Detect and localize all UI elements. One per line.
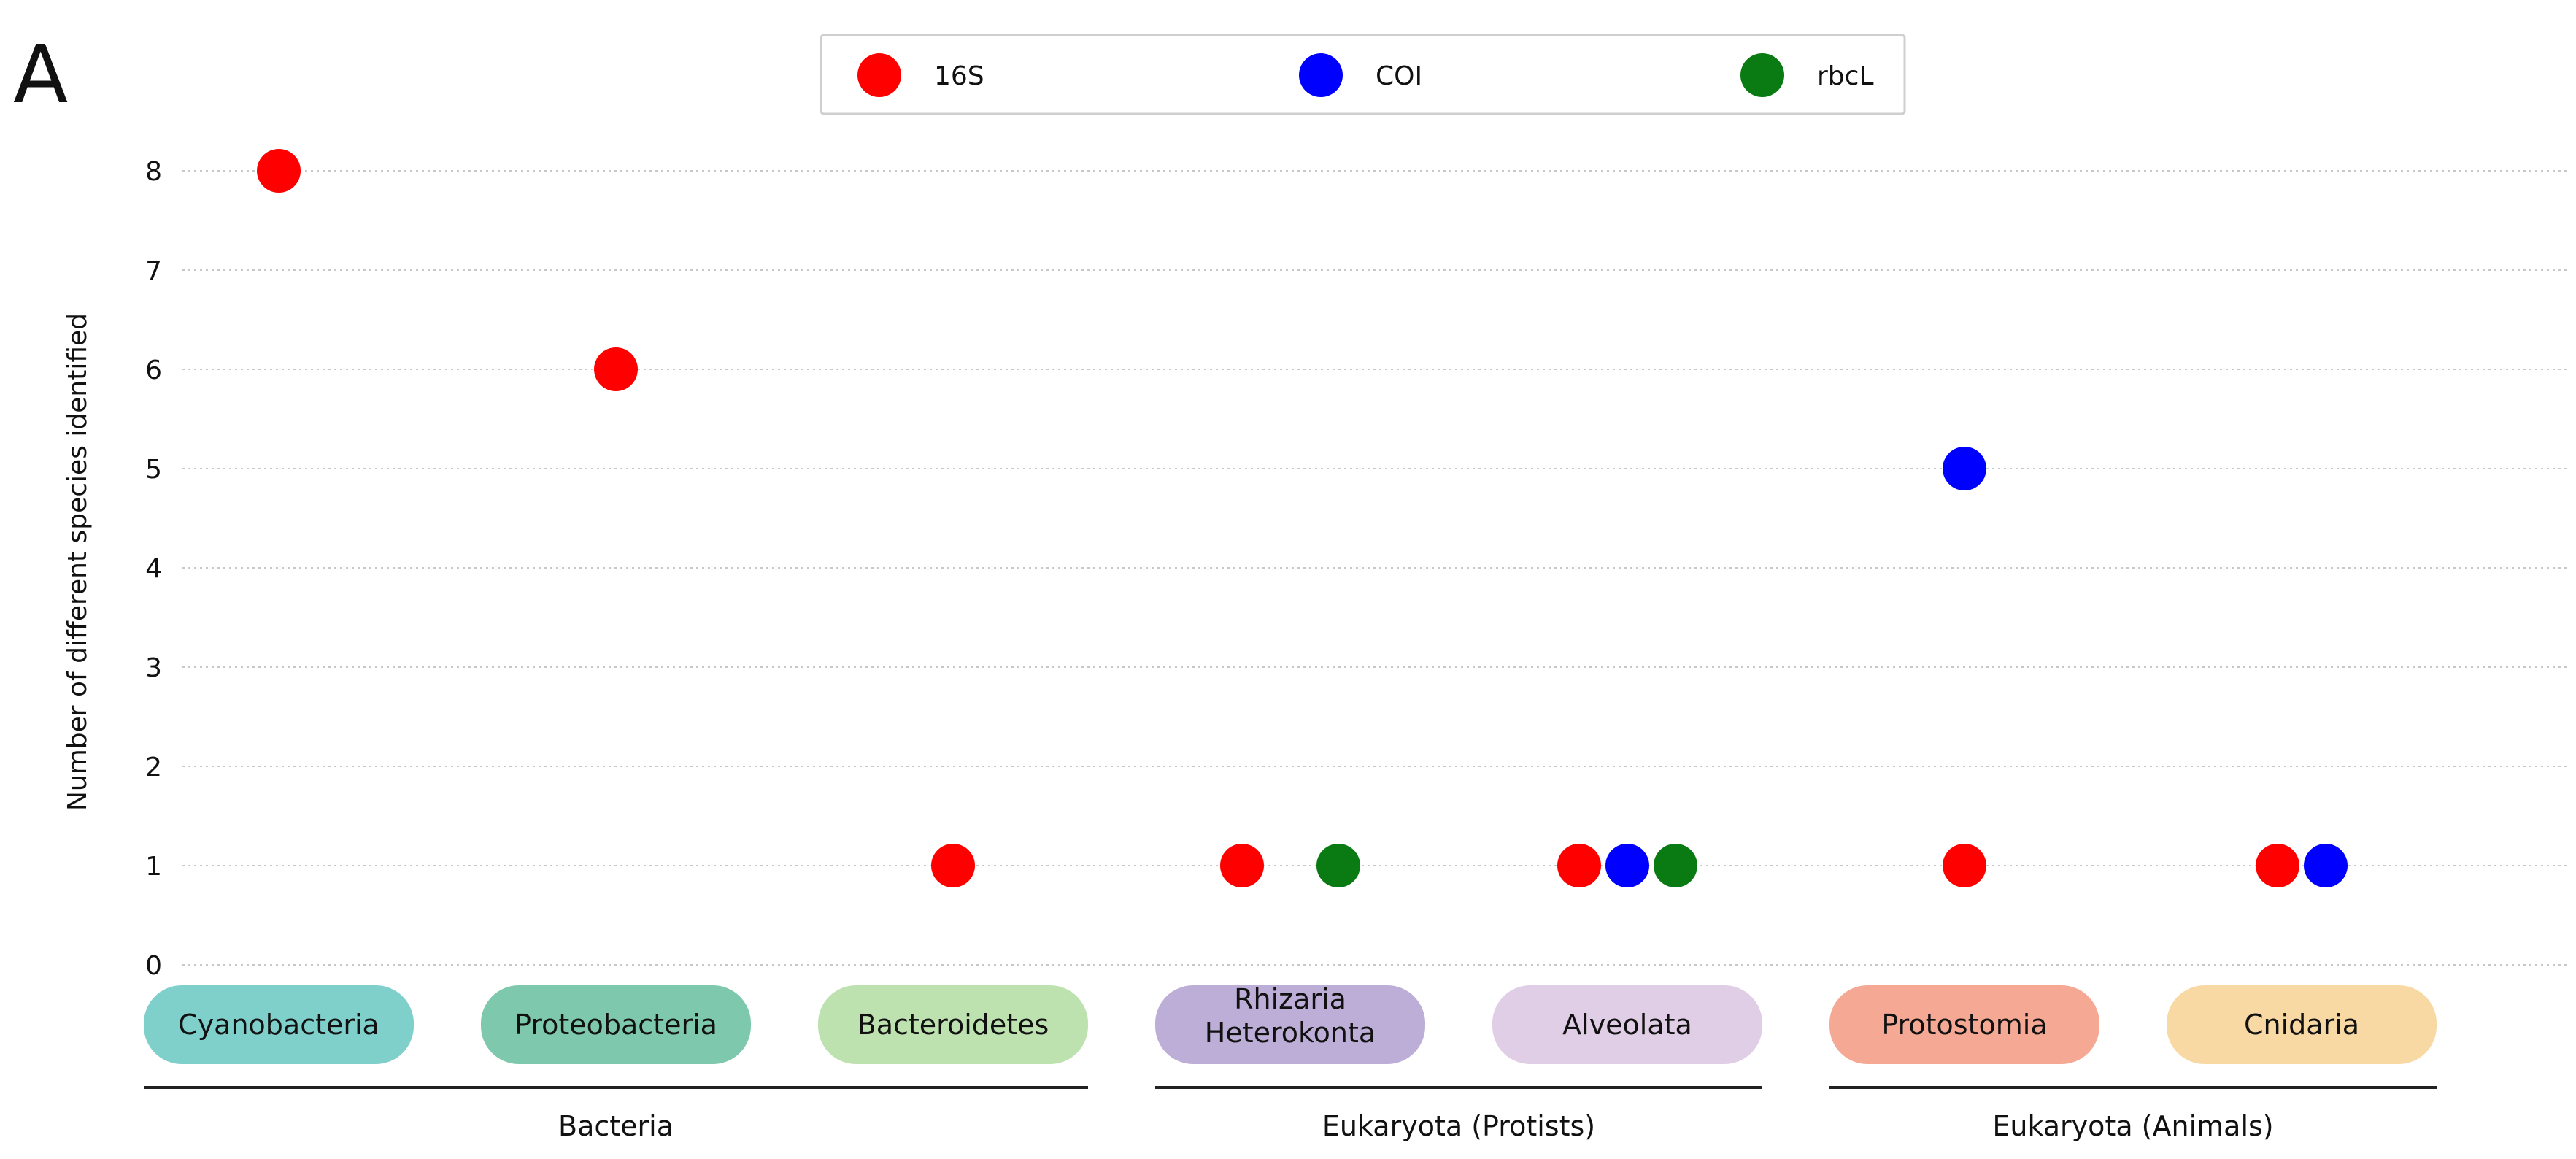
category-pill <box>1492 985 1762 1064</box>
point-16s <box>257 149 301 193</box>
point-16s <box>1220 844 1264 887</box>
legend-label: COI <box>1376 61 1422 91</box>
data-points <box>257 149 2348 887</box>
y-tick-label: 3 <box>145 653 162 683</box>
point-16s <box>594 347 638 391</box>
category-label: Rhizaria Heterokonta <box>1205 983 1376 1049</box>
y-axis-ticks: 0 1 2 3 4 5 6 7 8 <box>145 157 162 981</box>
point-coi <box>1943 447 1986 490</box>
legend-label: 16S <box>934 61 984 91</box>
group-labels: Bacteria Eukaryota (Protists) Eukaryota (A… <box>144 1086 2437 1142</box>
y-tick-label: 8 <box>145 157 162 187</box>
point-16s <box>2256 844 2299 887</box>
group-label: Eukaryota (Animals) <box>1992 1110 2273 1142</box>
gridlines <box>182 170 2569 966</box>
category-label: Alveolata <box>1562 1009 1692 1041</box>
legend-frame <box>820 34 1906 115</box>
y-axis-label: Number of different species identified <box>63 313 93 811</box>
group-label: Eukaryota (Protists) <box>1322 1110 1595 1142</box>
point-coi <box>1605 844 1649 887</box>
category-pill <box>818 985 1088 1064</box>
category-labels: Cyanobacteria Proteobacteria Bacteroidetes… <box>144 983 2437 1064</box>
y-tick-label: 1 <box>145 852 162 882</box>
point-rbcl <box>1316 844 1360 887</box>
category-label: Proteobacteria <box>514 1009 717 1041</box>
y-tick-label: 6 <box>145 355 162 385</box>
point-16s <box>1557 844 1601 887</box>
y-tick-label: 0 <box>145 951 162 981</box>
legend-marker-16s <box>857 53 901 97</box>
point-rbcl <box>1654 844 1697 887</box>
y-tick-label: 7 <box>145 256 162 286</box>
point-16s <box>931 844 975 887</box>
group-label: Bacteria <box>558 1110 674 1142</box>
category-pill <box>481 985 751 1064</box>
category-pill <box>1155 985 1425 1064</box>
y-tick-label: 2 <box>145 752 162 782</box>
y-tick-label: 5 <box>145 455 162 485</box>
panel-label: A <box>13 28 68 121</box>
legend-marker-coi <box>1299 53 1343 97</box>
legend: 16S COI rbcL <box>820 34 1906 115</box>
category-label: Protostomia <box>1881 1009 2047 1041</box>
category-pill <box>2167 985 2437 1064</box>
category-label: Cyanobacteria <box>178 1009 379 1041</box>
category-label: Cnidaria <box>2244 1009 2359 1041</box>
legend-marker-rbcl <box>1740 53 1784 97</box>
category-pill <box>1829 985 2099 1064</box>
category-pill <box>144 985 414 1064</box>
legend-label: rbcL <box>1817 61 1874 91</box>
category-label: Bacteroidetes <box>857 1009 1049 1041</box>
y-tick-label: 4 <box>145 554 162 584</box>
point-16s <box>1943 844 1986 887</box>
point-coi <box>2304 844 2348 887</box>
